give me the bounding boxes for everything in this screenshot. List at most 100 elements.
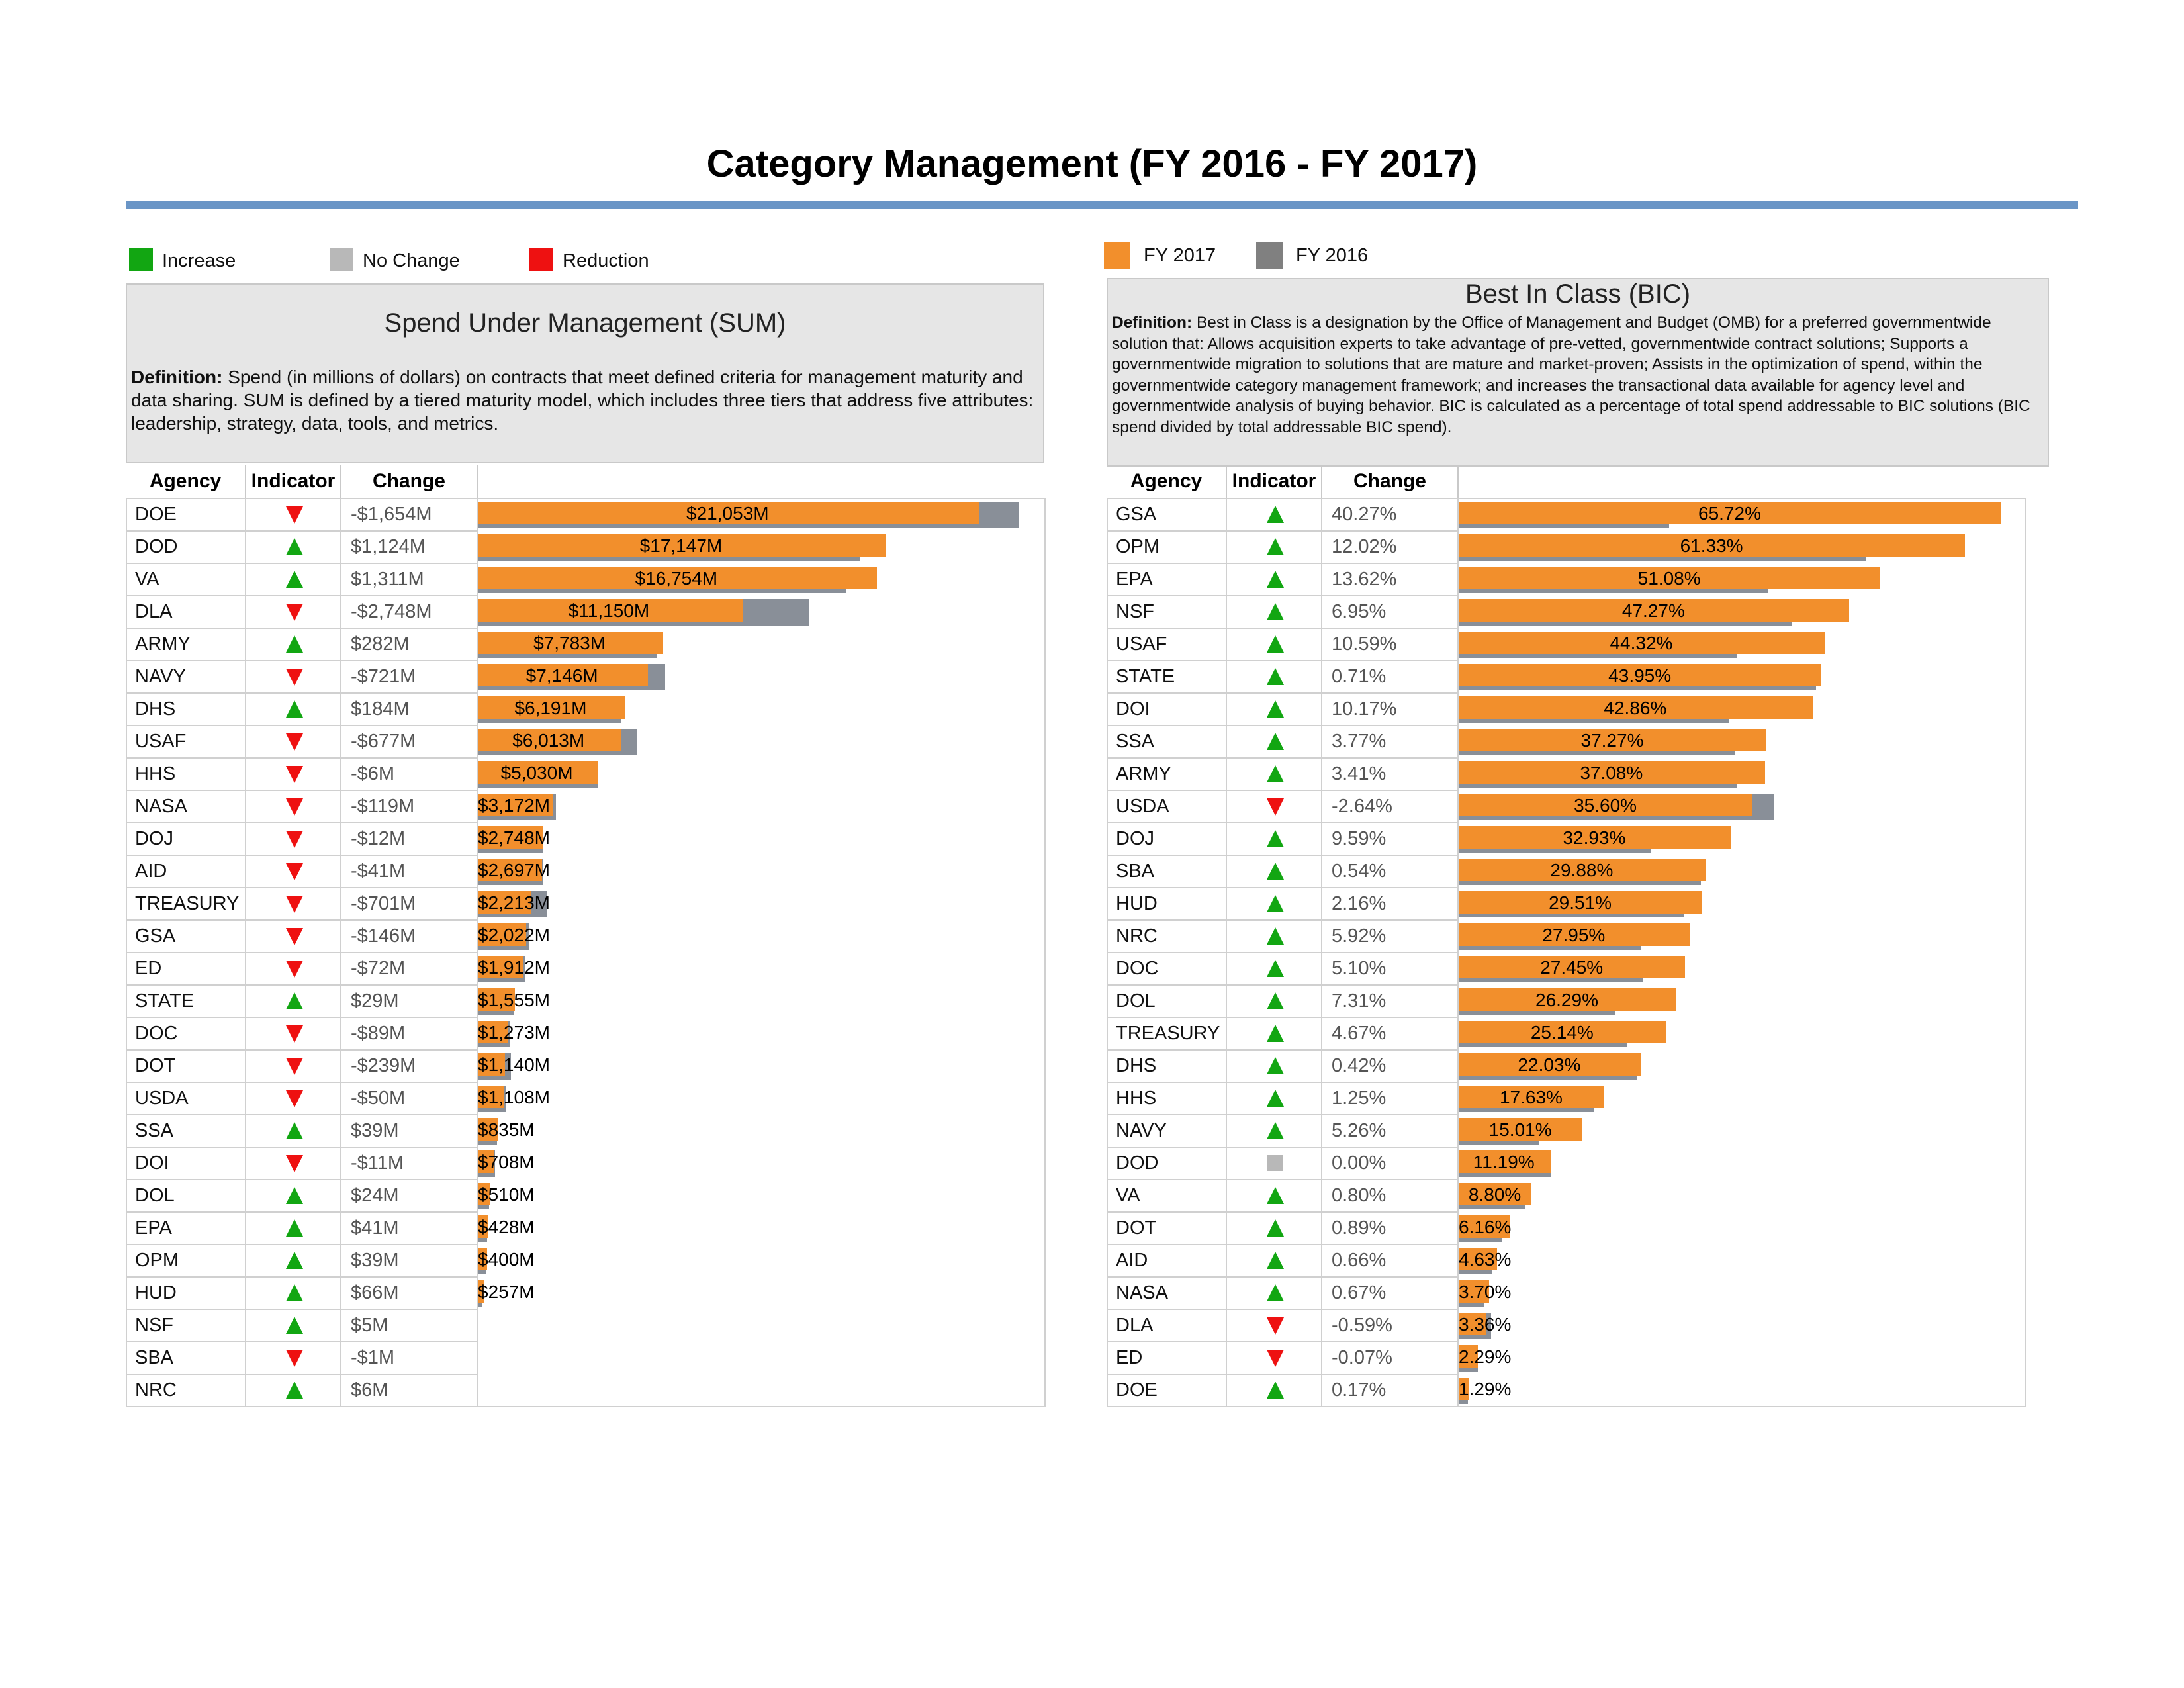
change-cell: $29M [351, 990, 399, 1011]
change-cell: $39M [351, 1250, 399, 1271]
agency-cell: USDA [135, 1088, 189, 1109]
fy2017-bar [478, 632, 664, 654]
agency-cell: NAVY [1116, 1120, 1167, 1141]
agency-cell: DOJ [1116, 828, 1154, 849]
bar-value-label: 32.93% [1563, 827, 1626, 848]
sum-heading: Spend Under Management (SUM) [384, 308, 786, 338]
page-title: Category Management (FY 2016 - FY 2017) [706, 142, 1478, 185]
legend-label: FY 2017 [1144, 245, 1216, 266]
indicator-cell [1265, 1315, 1285, 1338]
bar-value-label: 47.27% [1621, 600, 1685, 621]
bar-value-label: $11,150M [568, 600, 650, 621]
row-divider [126, 757, 478, 759]
row-divider [126, 595, 478, 596]
fy2017-bar [1459, 599, 1849, 622]
fy2017-bar [1459, 632, 1825, 654]
agency-cell: OPM [1116, 536, 1160, 557]
row-divider [1107, 660, 1459, 661]
increase-up-triangle-icon [286, 1284, 303, 1301]
fy2017-bar [478, 1053, 506, 1076]
fy2017-bar [1459, 1378, 1470, 1400]
row-divider [1107, 692, 1459, 694]
fy2017-bar [478, 599, 744, 622]
bar-value-label: 11.19% [1473, 1152, 1535, 1172]
increase-up-triangle-icon [1267, 895, 1284, 912]
agency-cell: EPA [135, 1217, 172, 1239]
agency-cell: VA [135, 569, 159, 590]
increase-up-triangle-icon [286, 1317, 303, 1334]
bar-value-label: 51.08% [1637, 568, 1701, 588]
increase-up-triangle-icon [1267, 603, 1284, 620]
bar-value-label: 35.60% [1574, 795, 1637, 816]
change-cell: 5.26% [1332, 1120, 1387, 1141]
bic-col-agency: Agency [1130, 470, 1203, 492]
reduction-down-triangle-icon [286, 896, 303, 913]
bar-value-label: $2,748M [478, 827, 550, 848]
increase-up-triangle-icon [1267, 960, 1284, 977]
agency-cell: HHS [1116, 1088, 1157, 1109]
reduction-down-triangle-icon [286, 1090, 303, 1107]
indicator-cell [285, 1218, 304, 1241]
increase-up-triangle-icon [1267, 1057, 1284, 1074]
indicator-cell [1265, 829, 1285, 852]
indicator-cell [1265, 1153, 1285, 1176]
header-divider [245, 465, 246, 498]
row-divider [126, 855, 478, 856]
fy2017-bar [478, 1021, 508, 1043]
agency-cell: SSA [135, 1120, 174, 1141]
fy2017-bar [1459, 859, 1706, 881]
reduction-down-triangle-icon [286, 733, 303, 751]
no-change-square-icon [1267, 1155, 1283, 1171]
increase-up-triangle-icon [286, 1252, 303, 1269]
fy2017-bar [1459, 1345, 1478, 1368]
row-divider [1107, 725, 1459, 726]
increase-up-triangle-icon [1267, 1025, 1284, 1042]
change-cell: -$50M [351, 1088, 406, 1109]
agency-cell: NAVY [135, 666, 186, 687]
indicator-cell [1265, 1380, 1285, 1403]
increase-up-triangle-icon [1267, 765, 1284, 782]
fy2017-bar [478, 891, 531, 914]
agency-cell: DOD [135, 536, 178, 557]
row-divider [1107, 984, 1459, 986]
indicator-cell [285, 504, 304, 528]
definition-label: Definition: [131, 367, 223, 387]
bar-value-label: 3.70% [1459, 1282, 1512, 1302]
fy2017-bar [478, 1280, 484, 1303]
agency-cell: DOT [1116, 1217, 1157, 1239]
indicator-cell [285, 764, 304, 787]
fy2017-bar [478, 1183, 490, 1205]
change-cell: 1.25% [1332, 1088, 1387, 1109]
bar-value-label: 65.72% [1698, 503, 1761, 524]
bar-value-label: $1,140M [478, 1055, 550, 1075]
fy2017-bar [478, 988, 515, 1011]
fy2017-bar [1459, 1118, 1583, 1141]
bar-value-label: 4.63% [1459, 1249, 1512, 1270]
change-cell: 10.59% [1332, 633, 1397, 655]
indicator-cell [285, 699, 304, 722]
bar-value-label: 43.95% [1608, 665, 1672, 686]
increase-up-triangle-icon [286, 635, 303, 653]
indicator-cell [1265, 764, 1285, 787]
indicator-cell [1265, 1088, 1285, 1111]
indicator-cell [285, 861, 304, 884]
bar-value-label: $6,013M [512, 730, 585, 751]
agency-cell: DOJ [135, 828, 173, 849]
agency-cell: DHS [1116, 1055, 1157, 1076]
row-divider [126, 563, 478, 564]
increase-up-triangle-icon [1267, 1382, 1284, 1399]
fy2017-bar [1459, 1280, 1490, 1303]
increase-up-triangle-icon [286, 1382, 303, 1399]
change-cell: $5M [351, 1315, 388, 1336]
fy2017-bar [478, 1118, 498, 1141]
reduction-down-triangle-icon [286, 1350, 303, 1367]
reduction-down-triangle-icon [286, 604, 303, 621]
row-divider [1107, 1211, 1459, 1213]
header-divider [1457, 465, 1459, 498]
row-divider [1107, 595, 1459, 596]
indicator-cell [1265, 1348, 1285, 1371]
fy2017-bar [1459, 761, 1765, 784]
fy2017-bar [1459, 1150, 1551, 1173]
agency-cell: DLA [135, 601, 173, 622]
increase-up-triangle-icon [286, 538, 303, 555]
